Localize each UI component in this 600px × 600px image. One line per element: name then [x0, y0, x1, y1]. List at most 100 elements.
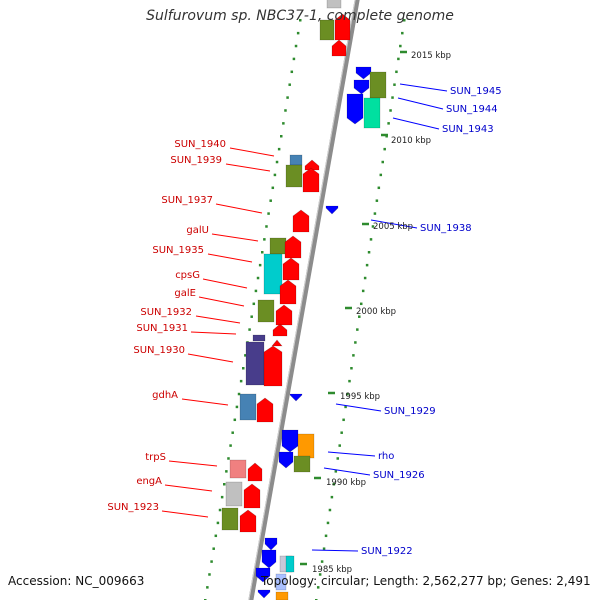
right-tick-dot: [369, 238, 373, 241]
left-tick-dot: [258, 263, 262, 267]
gene-arrow: [272, 323, 288, 337]
left-tick-dot: [252, 302, 256, 306]
left-tick-dot: [282, 122, 285, 125]
right-tick-dot: [316, 586, 320, 589]
gene-box: [326, 0, 342, 9]
leader-line: [392, 117, 440, 130]
gene-arrow: [247, 462, 263, 482]
left-tick-dot: [263, 238, 266, 241]
right-tick-dot: [336, 457, 340, 460]
gene-box: [297, 433, 315, 459]
right-tick-dot: [354, 341, 357, 344]
gene-label: SUN_1937: [161, 195, 213, 206]
gene-arrow: [261, 549, 277, 569]
gene-box: [275, 591, 289, 600]
leader-line: [323, 467, 371, 476]
right-tick-dot: [322, 547, 326, 550]
leader-line: [211, 233, 259, 242]
scale-label: 2005 kbp: [373, 222, 413, 232]
right-tick-dot: [367, 251, 371, 254]
left-tick-dot: [248, 328, 251, 331]
gene-label: gdhA: [152, 390, 178, 401]
right-tick-dot: [340, 431, 343, 434]
scale-label: 1985 kbp: [312, 565, 352, 575]
gene-features: [221, 0, 387, 600]
gene-label: SUN_1922: [361, 546, 413, 557]
gene-arrow: [263, 345, 283, 387]
gene-label: engA: [136, 476, 162, 487]
gene-arrow: [284, 235, 302, 259]
gene-label: SUN_1930: [133, 345, 185, 356]
gene-arrow: [275, 304, 293, 326]
right-tick-dot: [334, 470, 338, 473]
left-tick-dot: [239, 379, 243, 383]
leader-line: [327, 451, 376, 457]
gene-arrow: [331, 39, 347, 57]
tick-marks: [204, 19, 407, 600]
right-tick-dot: [350, 367, 353, 370]
right-tick-dot: [397, 57, 400, 61]
gene-arrow: [243, 483, 261, 509]
gene-arrow: [279, 279, 297, 305]
backbone-line: [248, 0, 360, 600]
gene-label: trpS: [145, 452, 166, 463]
gene-label: SUN_1929: [384, 406, 436, 417]
scale-label: 2015 kbp: [411, 51, 451, 61]
gene-arrow: [278, 451, 294, 469]
gene-label: galE: [174, 288, 196, 299]
right-tick-dot: [356, 328, 359, 331]
right-tick-dot: [338, 444, 341, 447]
left-tick-dot: [227, 457, 230, 460]
right-tick-dot: [328, 508, 332, 512]
right-tick-dot: [346, 392, 349, 396]
right-tick-dot: [320, 560, 324, 563]
left-tick-dot: [208, 573, 211, 576]
gene-label: SUN_1940: [174, 139, 226, 150]
gene-arrow: [271, 339, 283, 347]
left-tick-dot: [265, 225, 268, 228]
left-tick-dot: [269, 199, 272, 202]
left-tick-dot: [254, 289, 258, 293]
leader-line: [229, 147, 275, 157]
gene-arrow: [325, 205, 339, 215]
left-tick-dot: [237, 392, 241, 396]
gene-label: cpsG: [175, 270, 200, 281]
leader-line: [187, 353, 234, 363]
right-tick-dot: [373, 212, 377, 215]
left-tick-dot: [214, 534, 218, 538]
leader-line: [202, 278, 248, 289]
right-tick-dot: [383, 147, 386, 151]
leader-line: [161, 510, 209, 518]
map-title: Sulfurovum sp. NBC37-1, complete genome: [146, 8, 454, 24]
gene-arrow: [289, 393, 303, 402]
left-tick-dot: [218, 508, 222, 512]
gene-arrow: [334, 13, 351, 41]
leader-line: [195, 315, 241, 324]
left-tick-dot: [212, 547, 215, 550]
gene-box: [239, 393, 257, 421]
leader-line: [397, 97, 444, 110]
left-tick-dot: [223, 483, 226, 486]
right-tick-dot: [377, 186, 381, 190]
left-tick-dot: [242, 367, 245, 370]
gene-box: [229, 459, 247, 479]
gene-label: rho: [378, 451, 394, 462]
right-tick-dot: [375, 199, 379, 202]
gene-arrow: [239, 509, 257, 533]
left-tick-dot: [290, 70, 294, 74]
left-tick-dot: [250, 315, 253, 318]
gene-label: SUN_1926: [373, 470, 425, 481]
left-tick-dot: [233, 418, 237, 422]
right-tick-dot: [393, 83, 396, 86]
left-tick-dot: [256, 276, 260, 280]
right-tick-dot: [399, 44, 402, 48]
left-tick-dot: [231, 431, 234, 434]
gene-arrow: [302, 167, 320, 193]
left-tick-dot: [277, 147, 281, 151]
labels: 2015 kbp 2010 kbp 2005 kbp 2000 kbp 1995 kbp…: [107, 51, 501, 575]
gene-box: [363, 97, 381, 129]
gene-box: [221, 507, 239, 531]
topology-text: Topology: circular; Length: 2,562,277 bp…: [261, 574, 591, 588]
right-tick-dot: [342, 418, 345, 422]
leader-line: [399, 83, 448, 92]
